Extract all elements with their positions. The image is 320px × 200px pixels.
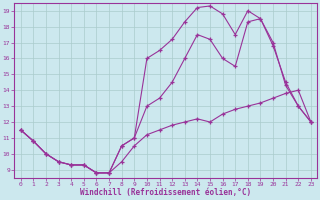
X-axis label: Windchill (Refroidissement éolien,°C): Windchill (Refroidissement éolien,°C) xyxy=(80,188,252,197)
